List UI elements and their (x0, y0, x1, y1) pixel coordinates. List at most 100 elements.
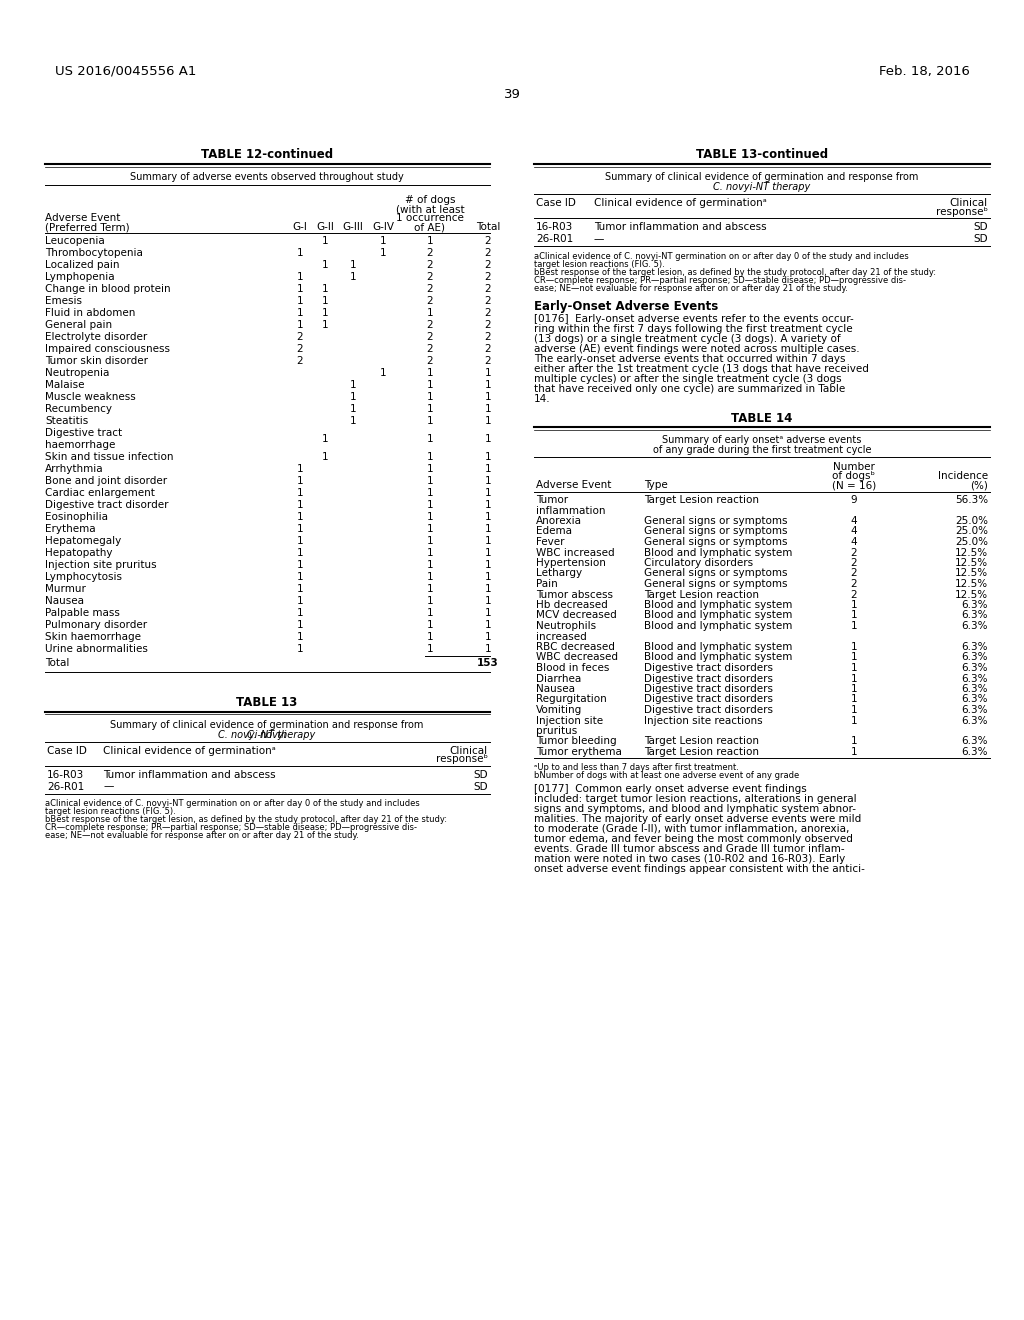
Text: 1: 1 (484, 536, 492, 545)
Text: 1: 1 (349, 380, 356, 389)
Text: Digestive tract disorder: Digestive tract disorder (45, 499, 169, 510)
Text: Murmur: Murmur (45, 583, 86, 594)
Text: 1: 1 (851, 642, 857, 652)
Text: 1: 1 (297, 499, 303, 510)
Text: responseᵇ: responseᵇ (936, 207, 988, 216)
Text: included: target tumor lesion reactions, alterations in general: included: target tumor lesion reactions,… (534, 793, 857, 804)
Text: Fever: Fever (536, 537, 564, 546)
Text: Clinical: Clinical (950, 198, 988, 209)
Text: mation were noted in two cases (10-R02 and 16-R03). Early: mation were noted in two cases (10-R02 a… (534, 854, 845, 863)
Text: 1: 1 (427, 368, 433, 378)
Text: 1: 1 (427, 524, 433, 533)
Text: 1: 1 (297, 644, 303, 653)
Text: 6.3%: 6.3% (962, 705, 988, 715)
Text: 6.3%: 6.3% (962, 715, 988, 726)
Text: 1: 1 (851, 652, 857, 663)
Text: Muscle weakness: Muscle weakness (45, 392, 136, 403)
Text: 2: 2 (484, 260, 492, 271)
Text: Clinical: Clinical (450, 746, 488, 755)
Text: 1: 1 (484, 583, 492, 594)
Text: 26-R01: 26-R01 (536, 234, 573, 244)
Text: of dogsᵇ: of dogsᵇ (833, 471, 876, 480)
Text: General signs or symptoms: General signs or symptoms (644, 579, 787, 589)
Text: 1: 1 (297, 308, 303, 318)
Text: 1: 1 (322, 319, 329, 330)
Text: General pain: General pain (45, 319, 112, 330)
Text: G-III: G-III (343, 222, 364, 232)
Text: Type: Type (644, 480, 668, 490)
Text: 12.5%: 12.5% (954, 579, 988, 589)
Text: 2: 2 (484, 356, 492, 366)
Text: Cardiac enlargement: Cardiac enlargement (45, 487, 155, 498)
Text: 1: 1 (297, 560, 303, 569)
Text: 1: 1 (427, 487, 433, 498)
Text: 16-R03: 16-R03 (536, 222, 573, 232)
Text: SD: SD (473, 781, 488, 792)
Text: Tumor erythema: Tumor erythema (536, 747, 622, 756)
Text: Digestive tract disorders: Digestive tract disorders (644, 663, 773, 673)
Text: G-IV: G-IV (372, 222, 394, 232)
Text: 1: 1 (297, 595, 303, 606)
Text: 2: 2 (484, 333, 492, 342)
Text: G-II: G-II (316, 222, 334, 232)
Text: 2: 2 (484, 284, 492, 294)
Text: Number: Number (834, 462, 874, 473)
Text: Emesis: Emesis (45, 296, 82, 306)
Text: 1: 1 (380, 248, 386, 257)
Text: 1: 1 (851, 737, 857, 747)
Text: 1: 1 (484, 380, 492, 389)
Text: Digestive tract disorders: Digestive tract disorders (644, 684, 773, 694)
Text: Summary of early onsetᵃ adverse events: Summary of early onsetᵃ adverse events (663, 436, 861, 445)
Text: signs and symptoms, and blood and lymphatic system abnor-: signs and symptoms, and blood and lympha… (534, 804, 856, 813)
Text: TABLE 12-continued: TABLE 12-continued (201, 148, 333, 161)
Text: 2: 2 (851, 569, 857, 578)
Text: 1: 1 (484, 524, 492, 533)
Text: Thrombocytopenia: Thrombocytopenia (45, 248, 143, 257)
Text: 1: 1 (484, 416, 492, 426)
Text: Lymphocytosis: Lymphocytosis (45, 572, 122, 582)
Text: 2: 2 (297, 345, 303, 354)
Text: 1: 1 (427, 463, 433, 474)
Text: 1: 1 (297, 319, 303, 330)
Text: tumor edema, and fever being the most commonly observed: tumor edema, and fever being the most co… (534, 833, 853, 843)
Text: 1: 1 (322, 284, 329, 294)
Text: RBC decreased: RBC decreased (536, 642, 614, 652)
Text: 1: 1 (297, 296, 303, 306)
Text: General signs or symptoms: General signs or symptoms (644, 516, 787, 525)
Text: 1: 1 (297, 284, 303, 294)
Text: 1: 1 (484, 463, 492, 474)
Text: 2: 2 (484, 272, 492, 282)
Text: malities. The majority of early onset adverse events were mild: malities. The majority of early onset ad… (534, 813, 861, 824)
Text: 1: 1 (484, 404, 492, 414)
Text: Clinical evidence of germinationᵃ: Clinical evidence of germinationᵃ (103, 746, 275, 755)
Text: 1: 1 (427, 451, 433, 462)
Text: 1: 1 (851, 610, 857, 620)
Text: (Preferred Term): (Preferred Term) (45, 222, 130, 232)
Text: 1: 1 (484, 434, 492, 444)
Text: target lesion reactions (FIG. 5).: target lesion reactions (FIG. 5). (45, 808, 176, 817)
Text: 1: 1 (484, 499, 492, 510)
Text: 1: 1 (322, 236, 329, 246)
Text: 6.3%: 6.3% (962, 747, 988, 756)
Text: 1: 1 (427, 308, 433, 318)
Text: WBC decreased: WBC decreased (536, 652, 618, 663)
Text: Eosinophilia: Eosinophilia (45, 511, 108, 521)
Text: Target Lesion reaction: Target Lesion reaction (644, 737, 759, 747)
Text: 1: 1 (380, 368, 386, 378)
Text: 2: 2 (427, 272, 433, 282)
Text: 1: 1 (322, 296, 329, 306)
Text: 4: 4 (851, 516, 857, 525)
Text: events. Grade III tumor abscess and Grade III tumor inflam-: events. Grade III tumor abscess and Grad… (534, 843, 845, 854)
Text: 14.: 14. (534, 393, 551, 404)
Text: 1: 1 (484, 451, 492, 462)
Text: CR—complete response; PR—partial response; SD—stable disease; PD—progressive dis: CR—complete response; PR—partial respons… (45, 824, 417, 833)
Text: (13 dogs) or a single treatment cycle (3 dogs). A variety of: (13 dogs) or a single treatment cycle (3… (534, 334, 841, 345)
Text: to moderate (Grade I-II), with tumor inflammation, anorexia,: to moderate (Grade I-II), with tumor inf… (534, 824, 849, 833)
Text: 6.3%: 6.3% (962, 684, 988, 694)
Text: 1: 1 (427, 380, 433, 389)
Text: 56.3%: 56.3% (954, 495, 988, 506)
Text: 2: 2 (427, 260, 433, 271)
Text: 9: 9 (851, 495, 857, 506)
Text: 1: 1 (484, 619, 492, 630)
Text: either after the 1st treatment cycle (13 dogs that have received: either after the 1st treatment cycle (13… (534, 364, 869, 374)
